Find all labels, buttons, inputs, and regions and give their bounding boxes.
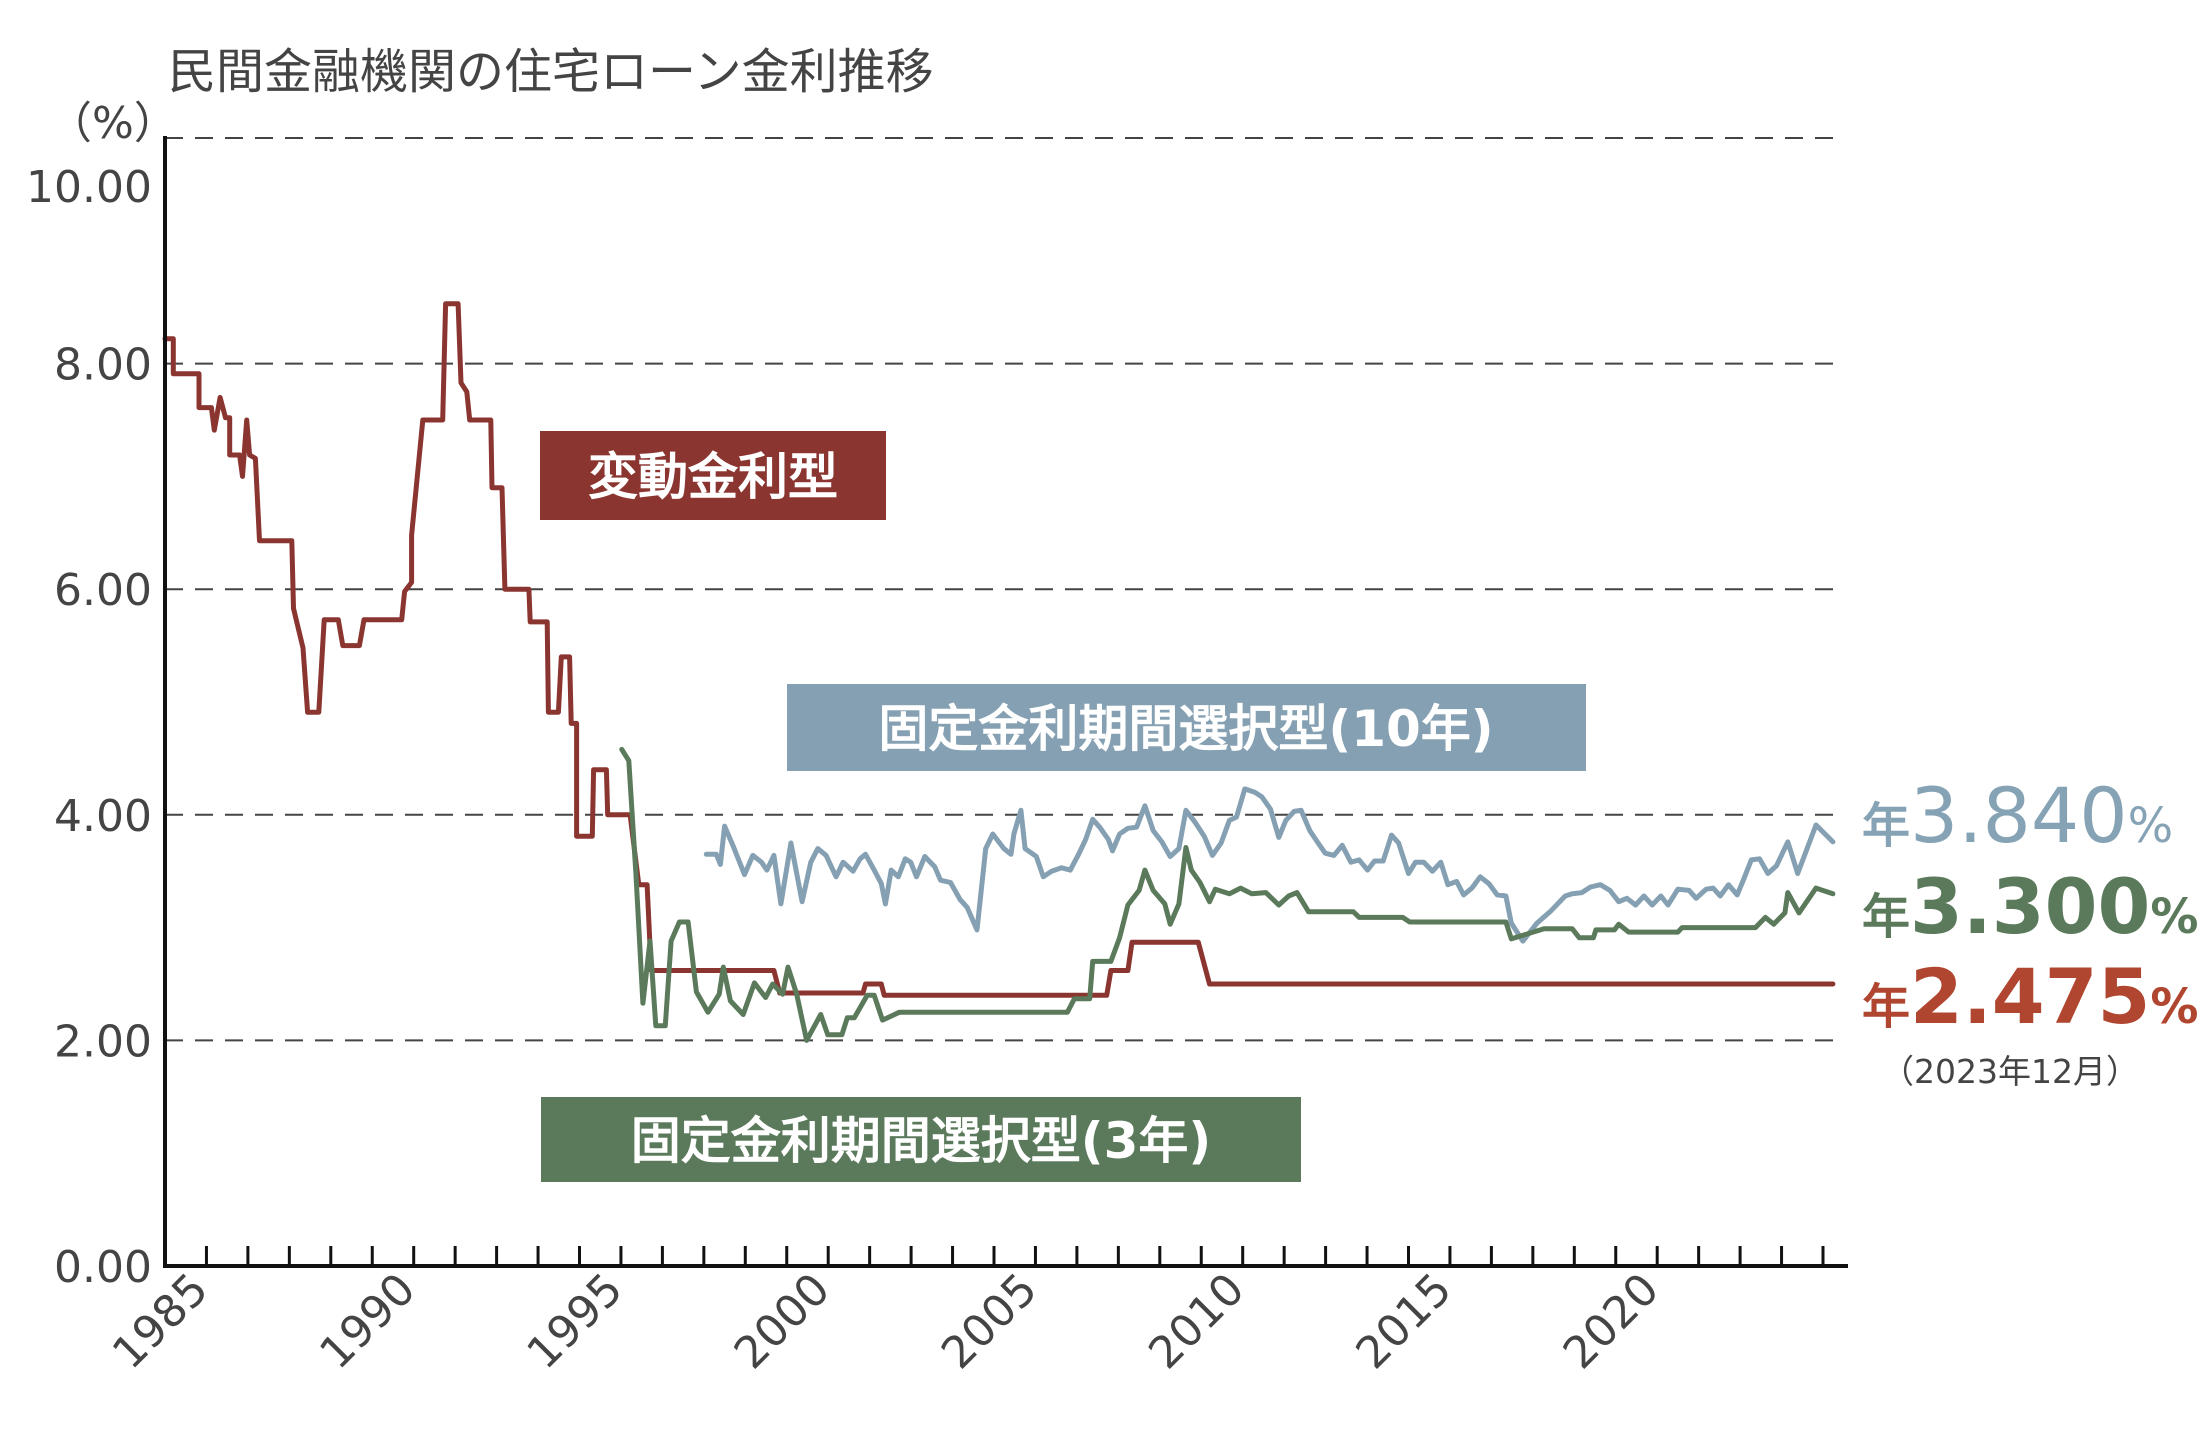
x-tick-label: 2015 xyxy=(1346,1264,1461,1379)
legend-variable-label: 変動金利型 xyxy=(588,448,838,506)
y-tick-label: 4.00 xyxy=(54,791,152,842)
series-line-2 xyxy=(619,746,1836,1043)
chart-title: 民間金融機関の住宅ローン金利推移 xyxy=(168,44,934,100)
legend-fixed-3y: 固定金利期間選択型(3年) xyxy=(541,1097,1301,1182)
latest-variable-annotation: 年2.475% xyxy=(1862,952,2199,1041)
y-tick-label: 10.00 xyxy=(26,162,152,213)
x-tick-label: 2005 xyxy=(932,1264,1047,1379)
y-tick-label: 2.00 xyxy=(54,1016,152,1067)
x-tick-label: 2000 xyxy=(725,1264,840,1379)
legend-fixed-3y-label: 固定金利期間選択型(3年) xyxy=(631,1112,1212,1170)
legend-fixed-10y-label: 固定金利期間選択型(10年) xyxy=(878,700,1493,758)
legend-fixed-3y-box xyxy=(541,1097,1301,1182)
gridlines xyxy=(165,137,1833,1042)
latest-3y-annotation: 年3.300% xyxy=(1862,862,2199,951)
y-axis-unit-label: （%） xyxy=(48,98,178,149)
x-tick-label: 2020 xyxy=(1554,1264,1669,1379)
legend-variable: 変動金利型 xyxy=(540,431,886,520)
latest-date-note: （2023年12月） xyxy=(1881,1052,2139,1091)
x-tick-label: 1995 xyxy=(517,1264,632,1379)
series-lines xyxy=(162,301,1836,1043)
x-tick-label: 2010 xyxy=(1139,1264,1254,1379)
series-line-0 xyxy=(162,301,1836,998)
y-axis-ticks: 0.00 2.00 4.00 6.00 8.00 10.00 xyxy=(26,162,152,1293)
legend-variable-box xyxy=(540,431,886,520)
y-tick-label: 6.00 xyxy=(54,565,152,616)
y-tick-label: 0.00 xyxy=(54,1242,152,1293)
series-line-1 xyxy=(703,786,1836,944)
latest-10y-annotation: 年3.840% xyxy=(1862,771,2173,860)
x-tick-label: 1990 xyxy=(310,1264,425,1379)
legend-fixed-10y: 固定金利期間選択型(10年) xyxy=(787,684,1586,771)
y-tick-label: 8.00 xyxy=(54,340,152,391)
legend-fixed-10y-box xyxy=(787,684,1586,771)
